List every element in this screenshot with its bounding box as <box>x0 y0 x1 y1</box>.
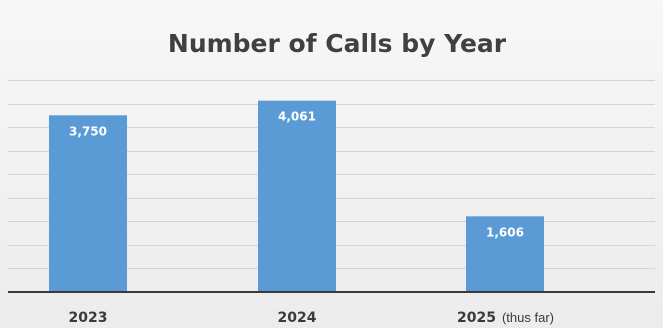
x-tick-2023: 2023 <box>69 310 108 326</box>
chart-title: Number of Calls by Year <box>168 29 507 58</box>
data-label-2023: 3,750 <box>69 124 107 138</box>
bar-2023 <box>49 115 127 292</box>
bar-2025 <box>466 216 544 292</box>
x-tick-2024: 2024 <box>278 310 317 326</box>
x-tick-labels: 2023 2024 2025 (thus far) <box>69 310 554 326</box>
x-tick-2025: 2025 (thus far) <box>457 310 554 326</box>
bar-2024 <box>258 100 336 292</box>
data-label-2025: 1,606 <box>486 225 524 239</box>
bars <box>49 100 544 292</box>
data-labels: 3,750 4,061 1,606 <box>69 110 524 240</box>
data-label-2024: 4,061 <box>278 110 316 124</box>
